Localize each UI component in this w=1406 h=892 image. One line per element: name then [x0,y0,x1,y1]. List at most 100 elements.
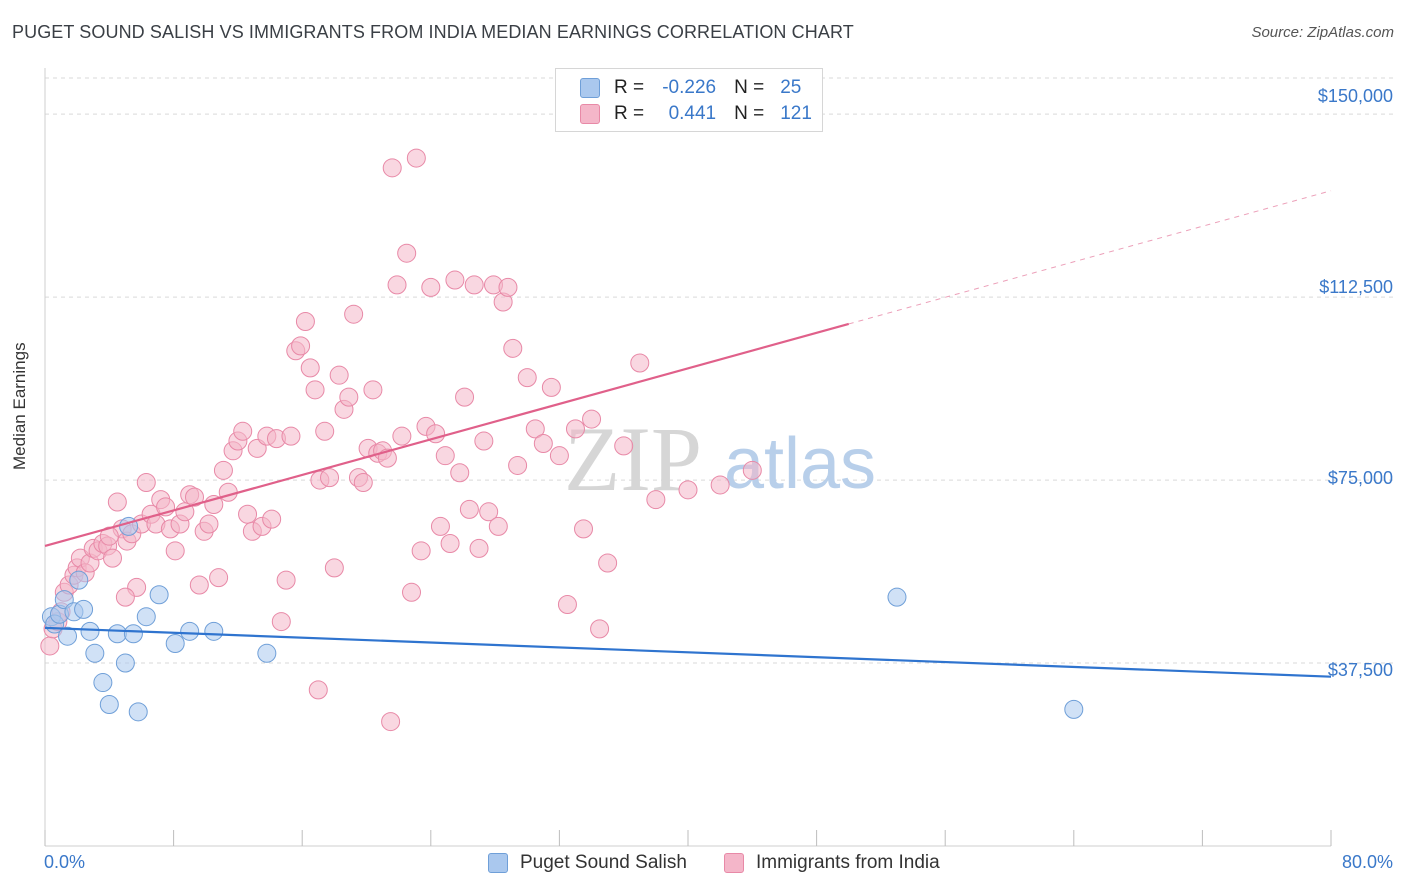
legend-row-blue: R = -0.226 N = 25 [580,75,801,101]
salish-point [149,585,169,605]
india-point [397,243,417,263]
series-legend-label: Immigrants from India [756,852,940,873]
india-point [291,336,311,356]
india-point [469,538,489,558]
india-point [392,426,412,446]
india-trend-line-extension [848,190,1332,325]
india-point [305,380,325,400]
india-point [339,387,359,407]
india-point [474,431,494,451]
legend-r-value: 0.441 [668,103,717,124]
salish-point [58,626,78,646]
india-point [574,519,594,539]
india-point [533,433,553,453]
india-trend-line [44,322,850,548]
india-point [209,568,229,588]
india-point [165,541,185,561]
y-tick-label: $112,500 [1319,277,1393,297]
india-point [742,460,762,480]
india-point [508,455,528,475]
india-point [115,587,135,607]
india-point [276,570,296,590]
india-point [459,499,479,519]
india-point [329,365,349,385]
india-point [136,473,156,493]
india-point [421,277,441,297]
india-point [382,158,402,178]
india-point [281,426,301,446]
india-point [295,312,315,332]
india-point [549,446,569,466]
series-legend-item-pink: Immigrants from India [724,852,940,874]
india-point [262,509,282,529]
india-point [479,502,499,522]
india-point [238,504,258,524]
india-point [411,541,431,561]
india-point [103,548,123,568]
immigrants-from-india-points [40,148,762,732]
india-point [107,492,127,512]
india-point [387,275,407,295]
salish-point [257,643,277,663]
salish-point [74,599,94,619]
y-axis-label: Median Earnings [10,342,29,470]
x-tick-label-max: 80.0% [1341,852,1393,872]
india-point [344,304,364,324]
salish-point [204,621,224,641]
india-point [184,487,204,507]
india-point [488,516,508,536]
india-point [430,516,450,536]
india-point [189,575,209,595]
india-point [320,468,340,488]
puget-sound-salish-points [41,516,1084,722]
india-point [646,490,666,510]
india-point [40,636,60,656]
india-point [233,421,253,441]
salish-point [115,653,135,673]
y-tick-label: $150,000 [1317,86,1393,106]
india-point [614,436,634,456]
india-point [557,594,577,614]
salish-point [136,607,156,627]
legend-r-value: -0.226 [662,77,717,98]
india-point [324,558,344,578]
series-legend-label: Puget Sound Salish [520,852,687,873]
y-tick-label: $75,000 [1327,468,1393,488]
chart-title: PUGET SOUND SALISH VS IMMIGRANTS FROM IN… [12,22,854,42]
india-point [517,368,537,388]
india-point [402,582,422,602]
y-tick-label: $37,500 [1327,660,1393,680]
salish-point [85,643,105,663]
legend-r-label: R = [614,103,645,124]
salish-trend-line [44,626,1332,678]
legend-n-value: 121 [780,103,812,124]
series-swatch-pink [724,853,744,873]
legend-swatch-blue [580,78,600,98]
india-point [541,377,561,397]
legend-n-label: N = [734,103,765,124]
india-point [353,473,373,493]
india-point [213,460,233,480]
india-point [464,275,484,295]
salish-point [887,587,907,607]
india-point [271,612,291,632]
india-point [455,387,475,407]
legend-n-value: 25 [780,77,802,98]
india-point [435,446,455,466]
legend-r-label: R = [614,77,645,98]
legend-swatch-pink [580,104,600,124]
salish-point [180,621,200,641]
source-label: Source: ZipAtlas.com [1251,24,1394,41]
legend-n-label: N = [734,77,765,98]
salish-point [69,570,89,590]
series-legend-item-blue: Puget Sound Salish [488,852,687,874]
series-swatch-blue [488,853,508,873]
salish-point [165,634,185,654]
salish-point [123,624,143,644]
legend-row-pink: R = 0.441 N = 121 [580,101,812,127]
salish-point [1064,699,1084,719]
salish-point [99,695,119,715]
axes [44,68,1332,847]
india-point [503,338,523,358]
india-point [315,421,335,441]
